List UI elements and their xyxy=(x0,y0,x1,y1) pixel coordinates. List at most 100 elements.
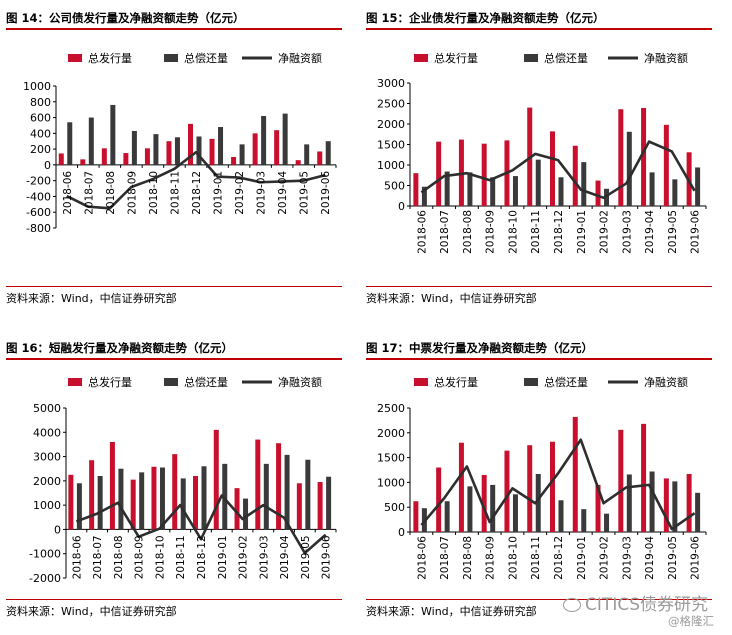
bar-repayment xyxy=(649,471,655,532)
x-tick-label: 2018-09 xyxy=(126,171,138,215)
x-tick-label: 2019-04 xyxy=(277,171,289,215)
y-tick-label: 2000 xyxy=(377,118,405,131)
x-tick-label: 2018-12 xyxy=(196,535,208,579)
y-tick-label: -800 xyxy=(26,222,51,235)
x-tick-label: 2019-05 xyxy=(299,171,311,215)
x-tick-label: 2018-09 xyxy=(485,210,497,254)
x-tick-label: 2019-01 xyxy=(576,210,588,254)
y-tick-label: 1500 xyxy=(377,452,405,465)
y-tick-label: 0 xyxy=(54,523,61,536)
y-tick-label: 0 xyxy=(398,200,405,213)
bar-repayment xyxy=(490,484,496,532)
bar-repayment xyxy=(304,144,310,165)
x-tick-label: 2019-05 xyxy=(667,536,679,580)
bar-issuance xyxy=(80,159,86,165)
bar-issuance xyxy=(213,429,219,530)
bar-repayment xyxy=(201,466,207,530)
bar-issuance xyxy=(481,474,487,532)
x-tick-label: 2019-05 xyxy=(300,535,312,579)
chart-fig15: 总发行量 总偿还量 净融资额 0 500 1000 1500 2000 2500 3000 2018… xyxy=(377,51,707,254)
bar-repayment xyxy=(558,500,564,532)
y-tick-label: -200 xyxy=(26,175,51,188)
y-tick-label: -400 xyxy=(26,190,51,203)
bar-issuance xyxy=(618,429,624,532)
legend-label: 净融资额 xyxy=(644,375,688,389)
bar-issuance xyxy=(572,145,578,206)
bar-issuance xyxy=(58,153,64,165)
x-tick-label: 2018-07 xyxy=(83,171,95,215)
bar-repayment xyxy=(222,463,228,530)
bar-repayment xyxy=(649,172,655,206)
bar-issuance xyxy=(130,479,136,530)
panel-fig17: 图 17：中票发行量及净融资额走势（亿元） 总发行量 总偿还量 净融资额 0 500 10… xyxy=(366,338,712,628)
source-rule xyxy=(6,286,342,287)
bar-issuance xyxy=(663,478,669,532)
bar-issuance xyxy=(101,148,107,165)
bar-repayment xyxy=(535,473,541,532)
bar-issuance xyxy=(618,109,624,206)
x-tick-label: 2019-04 xyxy=(279,535,291,579)
y-tick-label: 500 xyxy=(384,501,405,514)
x-tick-label: 2018-11 xyxy=(175,535,187,579)
x-tick-label: 2019-06 xyxy=(320,171,332,215)
y-tick-label: 5000 xyxy=(33,402,61,415)
bar-repayment xyxy=(695,167,701,206)
x-tick-label: 2019-02 xyxy=(599,536,611,580)
legend-label: 总偿还量 xyxy=(544,375,588,389)
legend-swatch xyxy=(68,378,82,386)
bar-repayment xyxy=(261,115,267,165)
legend-swatch xyxy=(524,378,538,386)
x-tick-label: 2018-10 xyxy=(507,210,519,254)
y-tick-label: 2500 xyxy=(377,402,405,415)
title-rule xyxy=(6,28,342,30)
bar-repayment xyxy=(196,136,202,165)
panel-fig14: 图 14：公司债发行量及净融资额走势（亿元） 总发行量 总偿还量 净融资额 -800 -… xyxy=(6,6,342,306)
bar-repayment xyxy=(695,492,701,532)
bar-issuance xyxy=(641,423,647,532)
bar-issuance xyxy=(276,443,282,530)
x-tick-label: 2018-09 xyxy=(134,535,146,579)
x-tick-label: 2018-08 xyxy=(113,535,125,579)
x-tick-label: 2018-08 xyxy=(462,210,474,254)
bar-issuance xyxy=(317,151,323,165)
bar-issuance xyxy=(255,439,261,530)
bar-issuance xyxy=(527,445,533,532)
bar-issuance xyxy=(109,442,115,530)
y-tick-label: 4000 xyxy=(33,426,61,439)
x-tick-label: 2018-12 xyxy=(553,210,565,254)
y-tick-label: -2000 xyxy=(29,572,61,585)
chart-source: 资料来源：Wind，中信证券研究部 xyxy=(6,292,177,305)
y-tick-label: 3000 xyxy=(33,451,61,464)
legend-swatch xyxy=(68,54,82,62)
bar-repayment xyxy=(535,159,541,206)
panel-fig16: 图 16：短融发行量及净融资额走势（亿元） 总发行量 总偿还量 净融资额 -2000 -… xyxy=(6,338,342,628)
y-tick-label: -600 xyxy=(26,206,51,219)
bar-repayment xyxy=(672,179,678,206)
bar-issuance xyxy=(317,482,323,530)
y-tick-label: 3000 xyxy=(377,77,405,90)
bar-issuance xyxy=(193,476,198,530)
watermark-brand-text: CITICS债券研究 xyxy=(585,595,708,615)
x-tick-label: 2018-06 xyxy=(71,535,83,579)
bar-repayment xyxy=(467,486,473,532)
bar-issuance xyxy=(68,474,74,530)
y-tick-label: 2500 xyxy=(377,98,405,111)
y-tick-label: -1000 xyxy=(29,548,61,561)
bar-repayment xyxy=(581,162,587,206)
x-tick-label: 2018-09 xyxy=(485,536,497,580)
x-tick-label: 2018-07 xyxy=(439,210,451,254)
x-tick-label: 2018-10 xyxy=(154,535,166,579)
legend-swatch xyxy=(414,378,428,386)
bar-issuance xyxy=(123,153,129,165)
bar-issuance xyxy=(172,454,178,530)
legend-label: 总偿还量 xyxy=(184,51,228,65)
bar-repayment xyxy=(326,476,332,530)
x-tick-label: 2018-10 xyxy=(507,536,519,580)
x-tick-label: 2018-06 xyxy=(62,171,74,215)
x-tick-label: 2018-08 xyxy=(105,171,117,215)
bar-repayment xyxy=(76,483,82,530)
x-tick-label: 2019-02 xyxy=(599,210,611,254)
bar-issuance xyxy=(144,148,150,165)
bar-issuance xyxy=(481,143,487,206)
x-tick-label: 2018-12 xyxy=(191,171,203,215)
